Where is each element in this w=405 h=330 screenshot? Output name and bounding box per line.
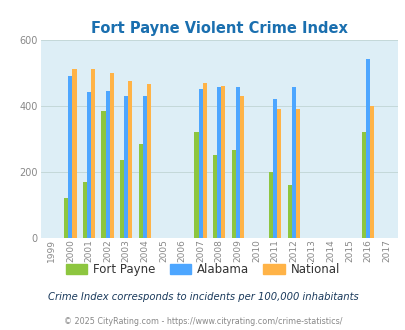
Bar <box>295 109 299 238</box>
Text: Crime Index corresponds to incidents per 100,000 inhabitants: Crime Index corresponds to incidents per… <box>47 292 358 302</box>
Bar <box>361 132 365 238</box>
Bar <box>101 111 105 238</box>
Bar <box>291 87 295 238</box>
Bar <box>221 86 225 238</box>
Title: Fort Payne Violent Crime Index: Fort Payne Violent Crime Index <box>91 21 347 36</box>
Bar <box>143 96 147 238</box>
Bar <box>147 84 151 238</box>
Bar <box>239 96 243 238</box>
Bar <box>68 76 72 238</box>
Bar <box>369 106 373 238</box>
Bar <box>272 99 277 238</box>
Bar <box>213 155 217 238</box>
Bar <box>64 198 68 238</box>
Bar <box>277 109 281 238</box>
Bar <box>202 82 206 238</box>
Bar <box>287 185 291 238</box>
Bar <box>72 69 76 238</box>
Bar <box>198 89 202 238</box>
Bar <box>109 73 113 238</box>
Bar <box>105 91 109 238</box>
Bar <box>268 172 272 238</box>
Bar <box>83 182 87 238</box>
Bar <box>128 81 132 238</box>
Bar <box>124 96 128 238</box>
Bar <box>235 87 239 238</box>
Bar <box>120 160 124 238</box>
Bar <box>194 132 198 238</box>
Legend: Fort Payne, Alabama, National: Fort Payne, Alabama, National <box>61 258 344 281</box>
Bar <box>91 69 95 238</box>
Bar <box>231 150 235 238</box>
Bar <box>217 87 221 238</box>
Bar <box>87 92 91 238</box>
Bar <box>365 59 369 238</box>
Bar <box>139 144 143 238</box>
Text: © 2025 CityRating.com - https://www.cityrating.com/crime-statistics/: © 2025 CityRating.com - https://www.city… <box>64 317 341 326</box>
